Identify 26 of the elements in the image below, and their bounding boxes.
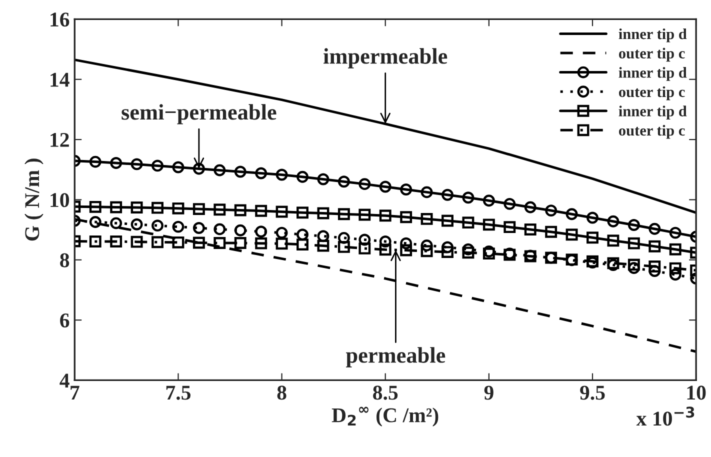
x-tick-label: 7: [70, 386, 80, 400]
x-tick-label: 10: [687, 386, 706, 400]
x-tick-label: 9.5: [580, 386, 605, 400]
x-tick-label: 7.5: [166, 386, 190, 400]
annotation: semi−permeable: [122, 104, 276, 124]
annotation: impermeable: [324, 48, 448, 68]
x-tick-label: 8: [277, 386, 286, 400]
text: x 10$^{−3}$: [636, 406, 694, 426]
legend-label: inner tip d: [618, 28, 687, 42]
y-tick-label: 14: [50, 72, 70, 87]
legend-label: outer tip c: [618, 48, 685, 62]
annotation: permeable: [346, 347, 446, 368]
y-tick-label: 16: [50, 12, 70, 27]
legend-label: inner tip d: [618, 67, 687, 81]
legend-label: outer tip c: [618, 124, 685, 139]
legend-label: outer tip c: [618, 86, 685, 100]
y-axis-title: G ( N/m ): [24, 158, 44, 241]
y-tick-label: 6: [60, 313, 70, 328]
y-tick-label: 4: [60, 374, 70, 388]
y-tick-label: 8: [60, 253, 70, 268]
x-tick-label: 9: [484, 386, 494, 400]
x-tick-label: 8.5: [373, 386, 398, 400]
y-tick-label: 10: [50, 193, 69, 208]
x-axis-title: D$_{2}$$^{∞}$ (C /m²): [332, 406, 438, 427]
legend-label: inner tip d: [618, 106, 687, 120]
y-tick-label: 12: [50, 132, 69, 147]
